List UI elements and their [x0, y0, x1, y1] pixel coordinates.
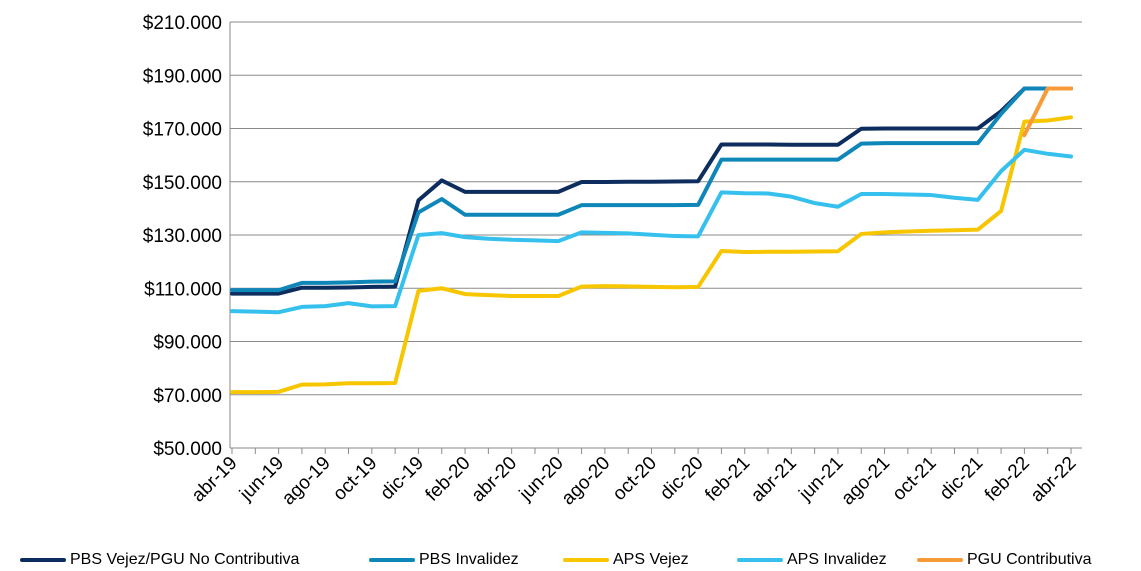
legend: PBS Vejez/PGU No Contributiva PBS Invalid… — [0, 549, 1141, 571]
series-line — [230, 86, 1073, 296]
series-line — [230, 86, 1073, 293]
legend-swatch — [563, 558, 609, 562]
legend-label: APS Invalidez — [787, 551, 887, 568]
x-tick-label: dic-21 — [936, 453, 987, 504]
x-tick-label: oct-21 — [889, 453, 941, 505]
legend-item: PBS Vejez/PGU No Contributiva — [20, 549, 299, 571]
x-tick-label: abr-19 — [188, 453, 242, 507]
x-tick-label: abr-21 — [747, 453, 801, 507]
legend-item: PGU Contributiva — [917, 549, 1092, 571]
x-tick-label: ago-19 — [278, 453, 335, 510]
x-tick-label: abr-22 — [1027, 453, 1081, 507]
series-line — [1022, 86, 1073, 138]
legend-item: PBS Invalidez — [369, 549, 519, 571]
legend-swatch — [369, 558, 415, 562]
series-line — [230, 115, 1073, 395]
y-tick-label: $50.000 — [153, 439, 222, 460]
y-axis-ticks: $50.000 $70.000 $90.000 $110.000 $130.000 $15… — [143, 13, 222, 460]
legend-label: PGU Contributiva — [967, 551, 1092, 568]
y-tick-label: $210.000 — [143, 13, 222, 34]
y-tick-label: $70.000 — [153, 386, 222, 407]
y-tick-label: $170.000 — [143, 120, 222, 141]
legend-swatch — [737, 558, 783, 562]
x-tick-label: dic-20 — [656, 453, 707, 504]
y-tick-label: $190.000 — [143, 66, 222, 87]
legend-swatch — [20, 558, 66, 562]
x-tick-label: abr-20 — [468, 453, 522, 507]
legend-label: PBS Invalidez — [419, 551, 519, 568]
legend-label: APS Vejez — [613, 551, 689, 568]
legend-swatch — [917, 558, 963, 562]
x-tick-label: oct-20 — [609, 453, 661, 505]
x-tick-label: feb-22 — [981, 453, 1034, 506]
y-tick-label: $90.000 — [153, 333, 222, 354]
x-tick-label: oct-19 — [329, 453, 381, 505]
series-lines — [230, 86, 1073, 395]
y-tick-label: $110.000 — [144, 279, 222, 300]
line-chart: $50.000 $70.000 $90.000 $110.000 $130.000 $15… — [143, 13, 1082, 510]
x-tick-label: feb-20 — [422, 453, 475, 506]
x-tick-label: ago-21 — [837, 453, 894, 510]
legend-item: APS Invalidez — [737, 549, 887, 571]
y-tick-label: $130.000 — [143, 226, 222, 247]
x-tick-label: dic-19 — [377, 453, 428, 504]
axes — [229, 22, 1072, 454]
x-axis-ticks: abr-19jun-19ago-19oct-19dic-19feb-20abr-… — [188, 453, 1081, 510]
legend-item: APS Vejez — [563, 549, 689, 571]
series-line — [230, 147, 1073, 315]
x-tick-label: ago-20 — [558, 453, 615, 510]
legend-label: PBS Vejez/PGU No Contributiva — [70, 551, 300, 568]
y-tick-label: $150.000 — [143, 173, 222, 194]
x-tick-label: feb-21 — [701, 453, 754, 506]
